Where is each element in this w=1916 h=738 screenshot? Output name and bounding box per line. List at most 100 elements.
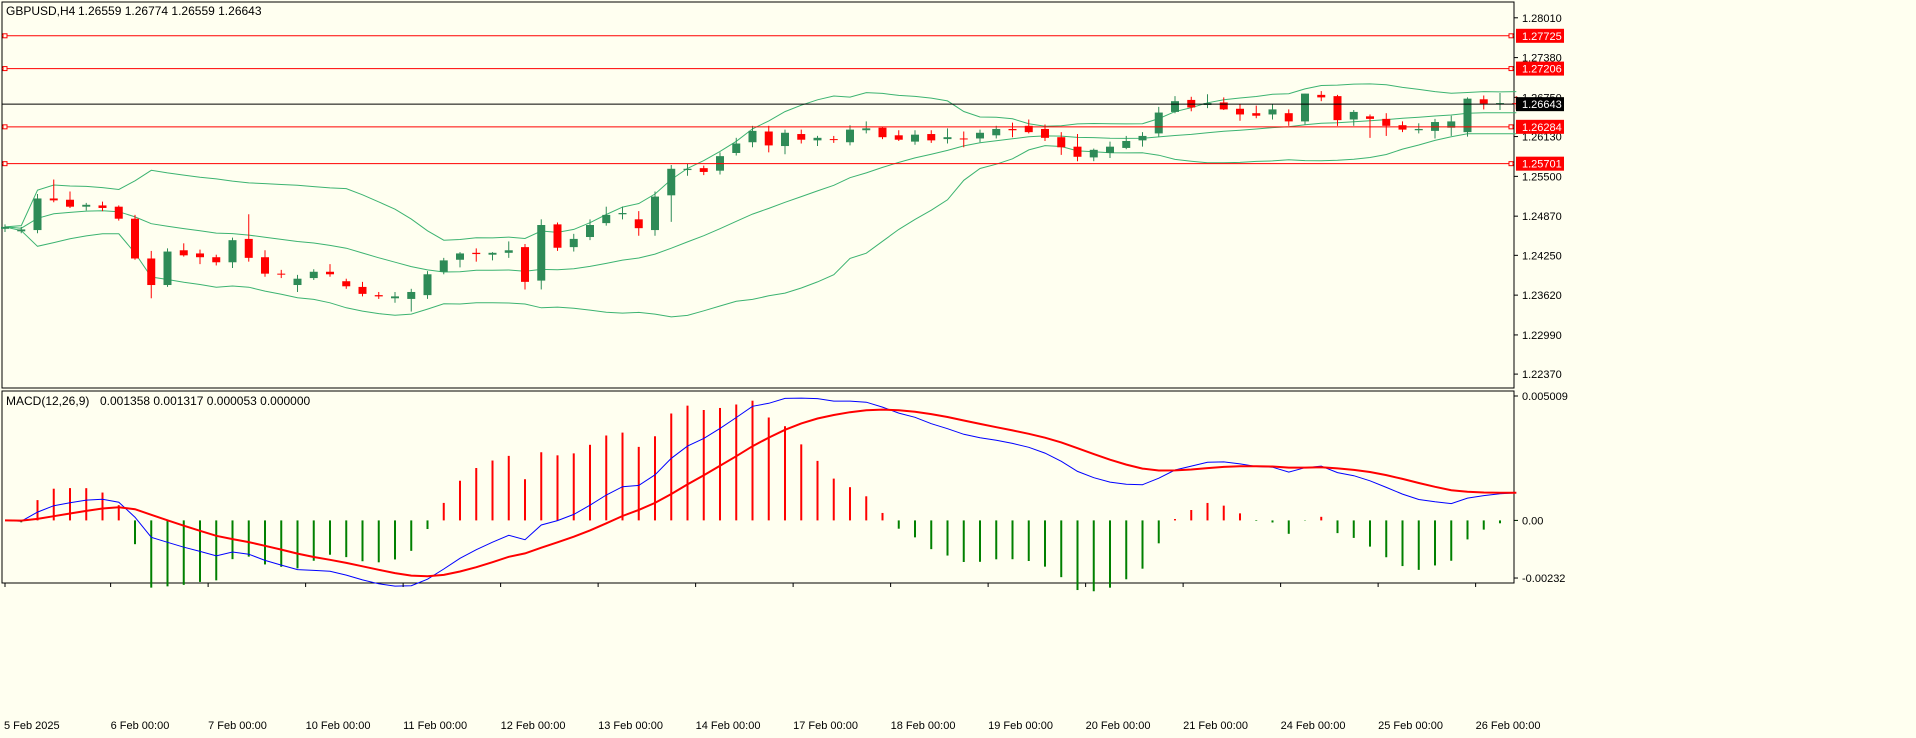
candle-body	[1284, 113, 1293, 122]
price-tick-label: 1.28010	[1522, 13, 1562, 25]
candle-body	[456, 253, 464, 260]
time-tick-label: 6 Feb 00:00	[111, 720, 170, 732]
time-tick-label: 26 Feb 00:00	[1476, 720, 1541, 732]
level-anchor-left	[2, 161, 8, 167]
level-price-tag	[1516, 61, 1564, 76]
candle-body	[862, 128, 871, 131]
candle-body	[261, 257, 269, 274]
candle-body	[1, 226, 9, 229]
candle-body	[1106, 146, 1114, 153]
candle-body	[976, 132, 984, 139]
candle-body	[1154, 112, 1163, 134]
candle-body	[699, 168, 708, 172]
time-tick-label: 18 Feb 00:00	[891, 720, 956, 732]
candle-body	[131, 218, 139, 259]
current-price-label: 1.26643	[1522, 99, 1562, 111]
candle-body	[846, 129, 854, 143]
candle-body	[878, 127, 887, 138]
candle-body	[894, 135, 903, 140]
candle-body	[293, 278, 302, 286]
candle-body	[244, 238, 253, 258]
time-tick-label: 7 Feb 00:00	[208, 720, 267, 732]
candle-body	[391, 296, 399, 299]
candle-body	[1171, 101, 1179, 112]
candle-body	[228, 240, 237, 263]
current-price-tag	[1516, 97, 1564, 112]
time-tick-label: 24 Feb 00:00	[1281, 720, 1346, 732]
level-price-tag	[1516, 119, 1564, 134]
bollinger-middle-band	[4, 112, 1517, 273]
candle-body	[33, 198, 42, 231]
level-price-label: 1.26284	[1522, 122, 1562, 134]
candle-body	[1138, 135, 1147, 141]
candle-body	[943, 137, 952, 140]
level-anchor-right	[1508, 124, 1514, 130]
candle-body	[114, 206, 123, 219]
candle-body	[911, 134, 919, 142]
candle-body	[472, 252, 481, 255]
candle-body	[586, 225, 594, 238]
price-tick-label: 1.25500	[1522, 171, 1562, 183]
candle-body	[342, 281, 351, 287]
price-tick-label: 1.24250	[1522, 250, 1562, 262]
time-tick-label: 11 Feb 00:00	[403, 720, 467, 732]
candle-body	[1008, 128, 1017, 131]
time-tick-label: 5 Feb 2025	[4, 720, 60, 732]
candle-body	[1349, 111, 1358, 120]
candle-body	[1219, 102, 1228, 110]
level-anchor-right	[1508, 161, 1514, 167]
candle-body	[17, 229, 26, 232]
candle-body	[667, 168, 676, 196]
price-tick-label: 1.23620	[1522, 290, 1562, 302]
candle-body	[829, 139, 838, 141]
macd-tick-label: -0.00232	[1522, 573, 1565, 585]
level-anchor-left	[2, 124, 8, 130]
candle-body	[813, 137, 822, 141]
level-price-tag	[1516, 156, 1564, 171]
candle-body	[602, 214, 611, 224]
candle-body	[407, 291, 416, 299]
price-tick-label: 1.26130	[1522, 132, 1562, 144]
candle-body	[504, 250, 513, 253]
candle-body	[374, 295, 383, 297]
level-price-label: 1.27206	[1522, 64, 1562, 76]
candle-body	[781, 132, 789, 147]
candle-body	[196, 253, 204, 258]
level-anchor-left	[2, 66, 8, 72]
candle-body	[618, 213, 627, 215]
candle-body	[1382, 118, 1391, 126]
macd-indicator-label: MACD(12,26,9)	[6, 394, 90, 408]
candle-body	[797, 134, 806, 140]
candle-body	[1479, 99, 1488, 104]
candle-body	[959, 138, 968, 140]
time-tick-label: 10 Feb 00:00	[306, 720, 371, 732]
macd-tick-label: 0.005009	[1522, 391, 1568, 403]
candle-body	[1366, 116, 1374, 119]
candle-body	[1414, 128, 1423, 131]
candle-body	[1463, 98, 1472, 133]
macd-tick-label: 0.00	[1522, 515, 1543, 527]
candle-body	[309, 271, 318, 279]
macd-indicator-values: 0.001358 0.001317 0.000053 0.000000	[100, 394, 311, 408]
candle-body	[1041, 128, 1049, 138]
symbol-label: GBPUSD,H4	[6, 4, 76, 18]
candle-body	[147, 258, 156, 286]
candle-body	[1024, 125, 1033, 133]
candle-body	[439, 260, 448, 272]
candle-body	[49, 198, 58, 201]
candle-body	[521, 247, 529, 282]
level-price-tag	[1516, 28, 1564, 43]
bollinger-upper-band	[4, 83, 1517, 241]
candle-body	[537, 225, 546, 281]
candle-body	[1301, 93, 1309, 122]
time-tick-label: 25 Feb 00:00	[1378, 720, 1443, 732]
candle-body	[927, 134, 936, 141]
time-tick-label: 19 Feb 00:00	[988, 720, 1053, 732]
candle-body	[212, 257, 221, 263]
time-tick-label: 12 Feb 00:00	[501, 720, 566, 732]
candle-body	[634, 219, 643, 229]
time-tick-label: 17 Feb 00:00	[793, 720, 858, 732]
time-tick-label: 14 Feb 00:00	[696, 720, 761, 732]
